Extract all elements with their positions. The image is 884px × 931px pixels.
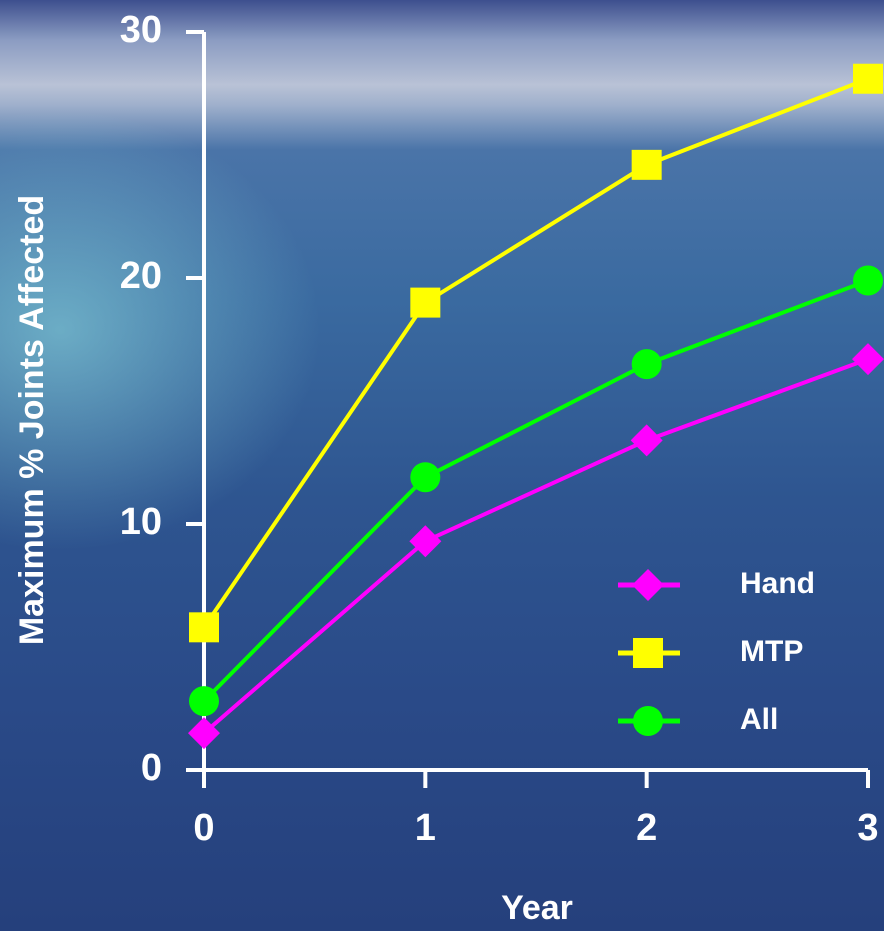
marker [632,349,662,379]
legend-marker [633,638,663,668]
series-line [204,359,868,733]
y-tick-label: 10 [120,501,162,543]
marker [852,343,884,375]
marker [189,686,219,716]
legend-marker [633,706,663,736]
y-tick-label: 20 [120,255,162,297]
marker [410,462,440,492]
marker [853,265,883,295]
y-tick-label: 0 [141,747,162,789]
legend-label: All [740,703,778,736]
y-tick-label: 30 [120,9,162,51]
x-tick-label: 2 [636,807,657,849]
x-axis-title: Year [501,889,573,927]
marker [410,288,440,318]
page: {"chart_data": {"type": "line", "x_label… [0,0,884,931]
marker [853,64,883,94]
marker [631,424,663,456]
chart: Year Maximum % Joints Affected 0 10 20 30 0 1… [0,0,884,931]
x-tick-label: 3 [857,807,878,849]
legend-label: Hand [740,567,815,600]
y-axis-title: Maximum % Joints Affected [13,195,51,645]
x-tick-label: 0 [193,807,214,849]
legend-marker [632,569,664,601]
x-tick-label: 1 [415,807,436,849]
marker [189,612,219,642]
legend-label: MTP [740,635,803,668]
marker [632,150,662,180]
series-line [204,79,868,628]
